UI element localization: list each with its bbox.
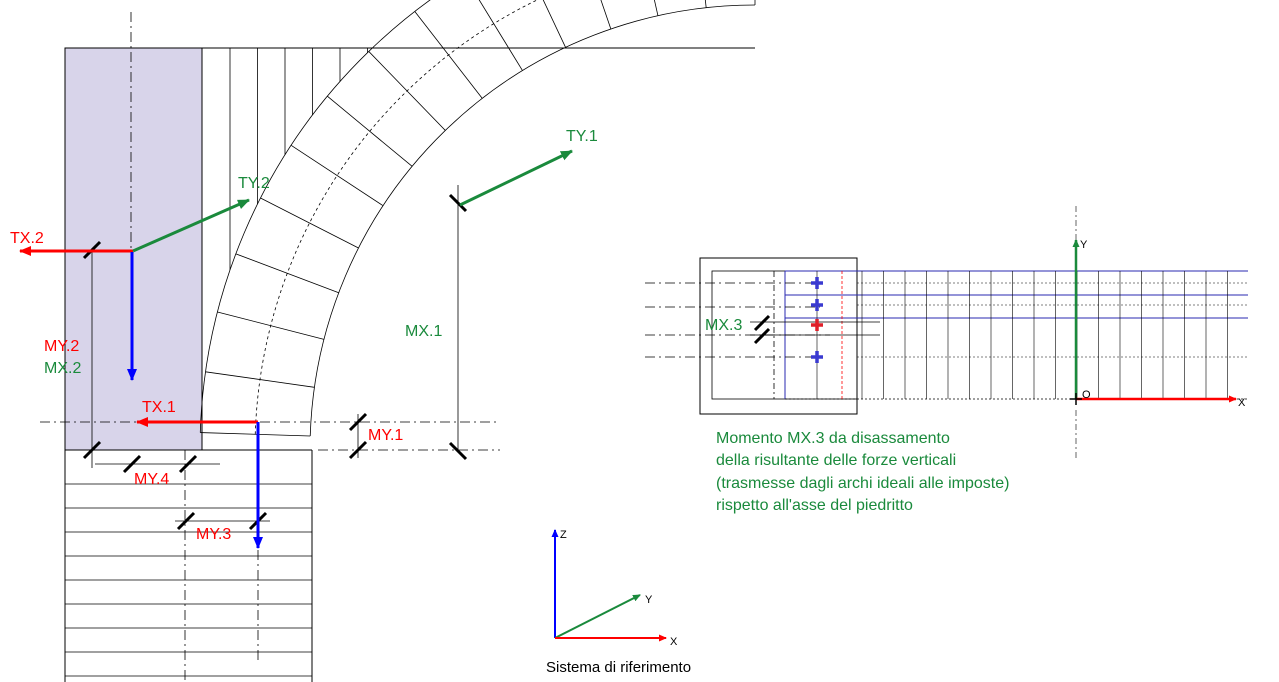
label-mx2: MX.2	[44, 360, 81, 377]
note-line-4: rispetto all'asse del piedritto	[716, 497, 913, 514]
ref-y-axis	[554, 594, 641, 639]
reference-system-caption: Sistema di riferimento	[546, 659, 691, 676]
arch-voussoirs	[199, 0, 756, 437]
note-line-3: (trasmesse dagli archi ideali alle impos…	[716, 475, 1009, 492]
ref-y-label: Y	[645, 594, 653, 606]
section-origin-label: O	[1082, 389, 1091, 401]
label-my4: MY.4	[134, 471, 169, 488]
pillar-plan-outline	[699, 257, 858, 415]
mx3-note: Momento MX.3 da disassamento della risul…	[716, 430, 1009, 514]
ty1-arrow	[459, 149, 573, 207]
pillar-elevation: TX.2 TY.2 TY.1 MY.2 MX.2 MX.1 TX.1 MY.1 …	[10, 0, 756, 682]
note-line-1: Momento MX.3 da disassamento	[716, 430, 950, 447]
label-tx2: TX.2	[10, 230, 44, 247]
ref-x-label: X	[670, 636, 678, 648]
ref-z-label: Z	[560, 529, 567, 541]
label-my2: MY.2	[44, 338, 79, 355]
backfill-verticals	[229, 48, 368, 270]
load-markers	[811, 277, 823, 363]
plus-marker-1	[811, 277, 823, 289]
ty2-arrow	[132, 198, 250, 253]
section-y-label: Y	[1080, 239, 1088, 251]
label-my1: MY.1	[368, 427, 403, 444]
pillar-body	[64, 47, 203, 451]
plus-marker-resultant	[811, 319, 823, 331]
label-tx1: TX.1	[142, 399, 176, 416]
plus-marker-2	[811, 299, 823, 311]
label-mx1: MX.1	[405, 323, 442, 340]
label-mx3: MX.3	[705, 317, 742, 334]
note-line-2: della risultante delle forze verticali	[716, 452, 956, 469]
plan-section: MX.3 Y X O Momento MX.3 da disassamento …	[645, 206, 1248, 514]
plan-strips	[861, 271, 1228, 399]
plus-marker-3	[811, 351, 823, 363]
label-ty1: TY.1	[566, 128, 598, 145]
reference-system: Z Y X Sistema di riferimento	[546, 529, 691, 676]
foundation-layers	[65, 483, 312, 677]
label-ty2: TY.2	[238, 175, 270, 192]
section-x-label: X	[1238, 397, 1246, 409]
label-my3: MY.3	[196, 526, 231, 543]
